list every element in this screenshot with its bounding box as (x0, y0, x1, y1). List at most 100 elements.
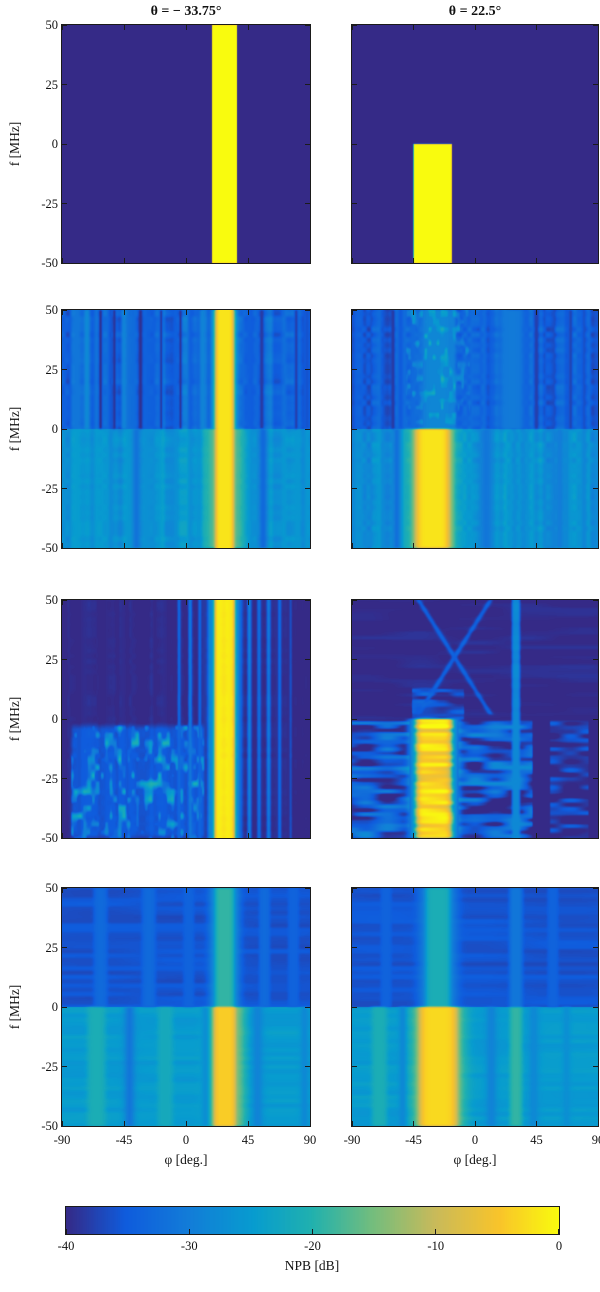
axis-tick (413, 543, 414, 548)
axis-tick (593, 837, 598, 839)
axis-tick (305, 24, 310, 26)
axis-tick (352, 262, 357, 264)
axis-tick (593, 428, 598, 430)
axis-tick (593, 718, 598, 720)
axis-tick (247, 25, 249, 30)
x-tick-label: 45 (530, 1133, 543, 1147)
y-tick-label: 0 (51, 422, 58, 436)
axis-tick (309, 1121, 311, 1126)
axis-tick (305, 369, 310, 370)
axis-tick (309, 258, 311, 263)
x-axis-label-left: φ [deg.] (164, 1152, 208, 1167)
axis-tick (536, 543, 537, 548)
axis-tick (352, 947, 357, 948)
axis-tick (61, 833, 63, 838)
axis-tick (593, 599, 598, 601)
y-tick-label: -50 (41, 256, 58, 270)
axis-tick (309, 25, 311, 30)
axis-tick (593, 143, 598, 145)
axis-tick (474, 25, 476, 30)
x-tick-label: 90 (303, 1133, 317, 1147)
axis-tick (593, 887, 598, 889)
axis-tick (123, 25, 125, 30)
axis-tick (185, 1121, 187, 1126)
heatmap-panel-r1c1 (351, 309, 599, 549)
colorbar-tick-label: -10 (427, 1239, 445, 1253)
axis-tick (62, 1125, 67, 1127)
axis-tick (597, 25, 599, 30)
axis-tick (593, 659, 598, 660)
axis-tick (593, 24, 598, 26)
axis-tick (62, 547, 67, 549)
colorbar-tick-label: -20 (304, 1239, 321, 1253)
axis-tick (413, 833, 414, 838)
axis-tick (305, 143, 310, 145)
heatmap-panel-r2c1 (351, 599, 599, 839)
axis-tick (352, 659, 357, 660)
axis-tick (62, 84, 67, 85)
axis-tick (305, 887, 310, 889)
axis-tick (597, 833, 599, 838)
axis-tick (413, 310, 414, 315)
axis-tick (62, 837, 67, 839)
axis-tick (185, 833, 187, 838)
axis-tick (247, 543, 249, 548)
axis-tick (593, 203, 598, 204)
axis-tick (305, 547, 310, 549)
axis-tick (593, 947, 598, 948)
axis-tick (305, 488, 310, 489)
axis-tick (413, 258, 414, 263)
axis-tick (352, 887, 357, 889)
x-tick-label: 45 (241, 1133, 255, 1147)
axis-tick (351, 600, 353, 605)
colorbar-tick-label: 0 (555, 1239, 563, 1253)
heatmap-canvas (62, 25, 310, 263)
y-tick-label: -50 (41, 831, 58, 845)
axis-tick (62, 262, 67, 264)
axis-tick (536, 25, 537, 30)
axis-tick (474, 543, 476, 548)
heatmap-canvas (352, 600, 598, 838)
axis-tick (62, 718, 67, 720)
axis-tick (61, 258, 63, 263)
axis-tick (185, 543, 187, 548)
heatmap-panel-r3c0 (61, 887, 311, 1127)
axis-tick (309, 600, 311, 605)
axis-tick (593, 1066, 598, 1067)
axis-tick (536, 310, 537, 315)
axis-tick (123, 543, 125, 548)
axis-tick (305, 778, 310, 779)
axis-tick (305, 203, 310, 204)
y-axis-label-row3: f [MHz] (7, 984, 22, 1030)
axis-tick (185, 600, 187, 605)
axis-tick (593, 547, 598, 549)
axis-tick (309, 310, 311, 315)
x-tick-label: -90 (53, 1133, 71, 1147)
x-tick-label: -45 (115, 1133, 133, 1147)
y-tick-label: -50 (41, 1119, 58, 1133)
axis-tick (247, 888, 249, 893)
axis-tick (309, 833, 311, 838)
axis-tick (597, 310, 599, 315)
axis-tick (62, 1006, 67, 1008)
axis-tick (351, 25, 353, 30)
axis-tick (185, 25, 187, 30)
axis-tick (305, 599, 310, 601)
heatmap-panel-r3c1 (351, 887, 599, 1127)
axis-tick (474, 600, 476, 605)
axis-tick (593, 84, 598, 85)
axis-tick (61, 310, 63, 315)
axis-tick (309, 543, 311, 548)
axis-tick (352, 309, 357, 311)
axis-tick (61, 25, 63, 30)
axis-tick (536, 258, 537, 263)
axis-tick (597, 543, 599, 548)
axis-tick (597, 888, 599, 893)
axis-tick (309, 888, 311, 893)
axis-tick (474, 310, 476, 315)
axis-tick (351, 258, 353, 263)
axis-tick (305, 837, 310, 839)
axis-tick (474, 888, 476, 893)
axis-tick (305, 1125, 310, 1127)
axis-tick (123, 600, 125, 605)
